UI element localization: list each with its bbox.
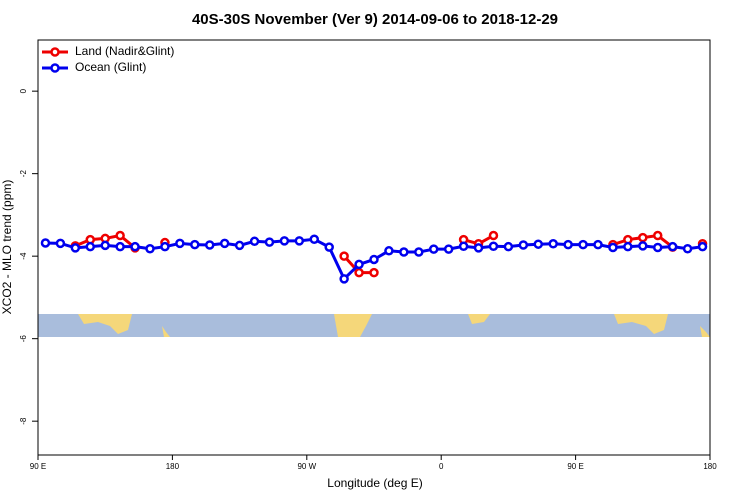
point — [638, 241, 648, 251]
point — [473, 243, 484, 253]
point — [354, 259, 364, 270]
point — [204, 240, 215, 250]
point — [518, 240, 529, 250]
y-tick-label: 0 — [19, 88, 28, 93]
point — [563, 239, 573, 250]
point — [428, 244, 439, 254]
point — [264, 237, 275, 247]
point — [652, 242, 663, 253]
point — [399, 247, 409, 257]
point — [234, 240, 245, 251]
point — [369, 254, 379, 265]
point — [309, 234, 320, 244]
x-tick-label: 90 E — [567, 462, 583, 471]
point — [667, 241, 678, 252]
y-tick-label: -6 — [19, 335, 28, 343]
x-tick-label: 180 — [703, 462, 717, 471]
point — [190, 239, 200, 250]
point — [160, 241, 170, 252]
point — [503, 241, 514, 252]
chart-title: 40S-30S November (Ver 9) 2014-09-06 to 2… — [192, 11, 558, 28]
legend-marker — [50, 47, 60, 57]
x-tick-label: 90 W — [297, 462, 316, 471]
point — [652, 230, 663, 241]
plot-frame — [37, 39, 711, 456]
map-strip — [38, 314, 710, 337]
point — [85, 241, 96, 252]
point — [219, 238, 230, 249]
point — [40, 238, 51, 248]
point — [638, 232, 648, 243]
point — [697, 241, 708, 252]
legend-label: Land (Nadir&Glint) — [75, 44, 174, 58]
point — [175, 238, 185, 249]
x-tick-label: 90 E — [30, 462, 46, 471]
point — [488, 230, 499, 241]
point — [279, 236, 290, 246]
point — [578, 239, 588, 250]
point — [369, 267, 379, 278]
y-tick-label: -8 — [19, 417, 28, 425]
point — [488, 241, 499, 252]
point — [145, 243, 155, 254]
point — [115, 230, 125, 241]
point — [682, 243, 693, 254]
legend-marker — [50, 63, 60, 73]
y-axis-label: XCO2 - MLO trend (ppm) — [0, 180, 14, 315]
point — [608, 242, 618, 253]
point — [294, 236, 305, 246]
point — [354, 267, 364, 278]
point — [458, 241, 469, 252]
point — [55, 238, 66, 249]
point — [249, 236, 260, 247]
point — [70, 243, 81, 253]
y-tick-label: -2 — [19, 170, 28, 178]
point — [115, 241, 125, 252]
point — [414, 247, 424, 257]
point — [324, 242, 334, 252]
point — [100, 240, 110, 251]
point — [130, 241, 140, 252]
x-tick-label: 180 — [166, 462, 180, 471]
point — [623, 241, 633, 252]
point — [339, 274, 349, 284]
x-axis-label: Longitude (deg E) — [327, 476, 422, 490]
point — [533, 239, 544, 249]
point — [443, 244, 454, 254]
point — [339, 251, 349, 261]
legend-label: Ocean (Glint) — [75, 60, 146, 74]
point — [593, 239, 603, 250]
x-tick-label: 0 — [439, 462, 444, 471]
point — [548, 239, 558, 249]
y-tick-label: -4 — [19, 252, 28, 260]
point — [384, 246, 394, 256]
